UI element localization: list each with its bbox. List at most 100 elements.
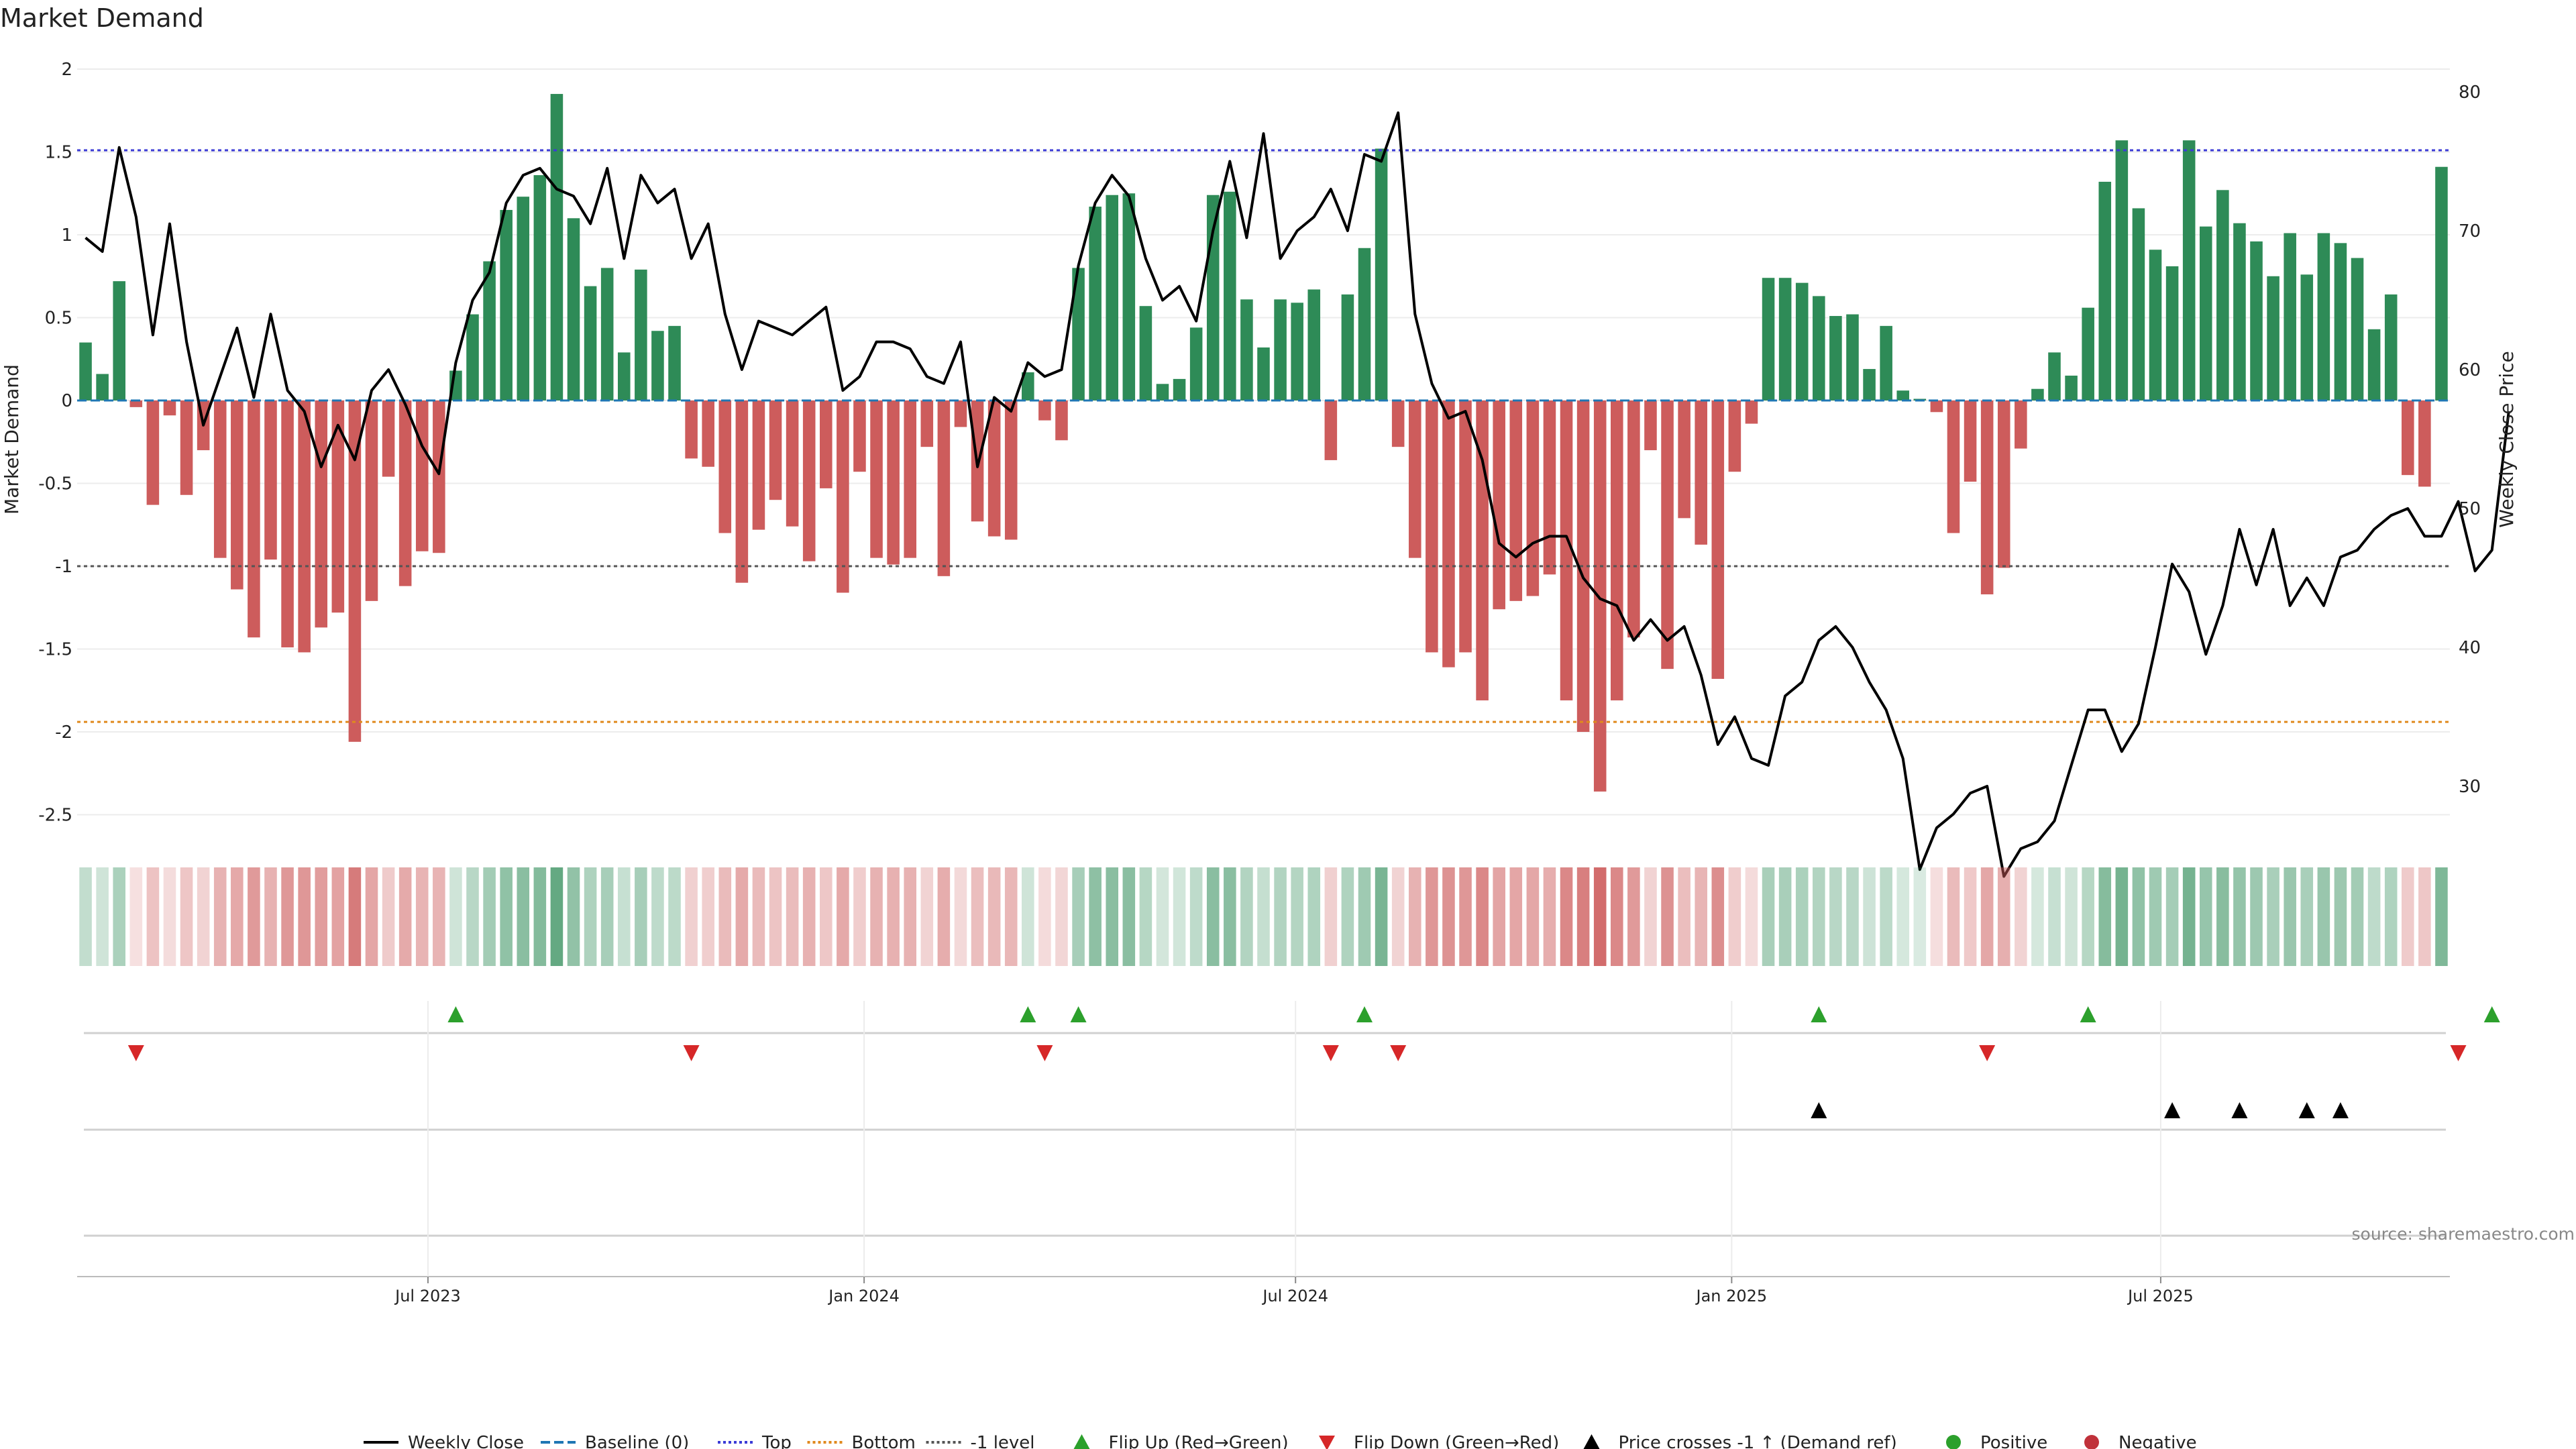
demand-bar <box>1863 369 1876 400</box>
demand-bar <box>163 400 176 416</box>
demand-bar <box>769 400 782 500</box>
demand-bar <box>2149 250 2162 400</box>
heat-cell <box>1661 867 1674 966</box>
demand-bar <box>920 400 934 447</box>
heat-cell <box>887 867 900 966</box>
heat-cell <box>1391 867 1405 966</box>
y-axis-label: Market Demand <box>1 364 23 515</box>
chart-title: Market Demand <box>0 3 204 33</box>
flip-up-marker <box>1811 1006 1827 1022</box>
x-tick-label: Jul 2024 <box>1261 1287 1328 1305</box>
heat-cell <box>281 867 294 966</box>
heat-cell <box>264 867 277 966</box>
heat-cell <box>1560 867 1573 966</box>
demand-bar <box>954 400 967 427</box>
heat-cell <box>2149 867 2162 966</box>
demand-bar <box>113 281 125 400</box>
demand-bar <box>1745 400 1758 424</box>
demand-bar <box>1426 400 1438 653</box>
demand-bar <box>2132 208 2145 400</box>
y-tick-label: -2.5 <box>38 806 72 826</box>
flip-down-marker <box>1390 1045 1407 1061</box>
demand-bar <box>2351 258 2364 400</box>
heat-cell <box>1576 867 1590 966</box>
heat-cell <box>1022 867 1034 966</box>
heat-cell <box>1206 867 1220 966</box>
heat-cell <box>315 867 328 966</box>
heat-cell <box>635 867 647 966</box>
heat-cell <box>2300 867 2314 966</box>
demand-bar <box>2300 274 2314 400</box>
heat-cell <box>348 867 362 966</box>
demand-bar <box>786 400 799 527</box>
flip-up-marker <box>1070 1006 1087 1022</box>
demand-bar <box>685 400 698 459</box>
demand-bar <box>1611 400 1623 701</box>
y2-tick-label: 30 <box>2459 777 2481 797</box>
heat-cell <box>1863 867 1876 966</box>
demand-bar <box>1829 316 1842 400</box>
heat-cell <box>331 867 345 966</box>
heat-cell <box>550 867 564 966</box>
demand-bar <box>1493 400 1505 610</box>
x-tick-label: Jul 2025 <box>2127 1287 2194 1305</box>
y2-tick-label: 40 <box>2459 638 2481 658</box>
heat-cell <box>2418 867 2431 966</box>
demand-bar <box>2402 400 2414 476</box>
demand-bar <box>1442 400 1455 667</box>
demand-bar <box>2165 266 2179 400</box>
heat-cell <box>1997 867 2010 966</box>
heat-cell <box>870 867 883 966</box>
demand-bar <box>1341 294 1354 400</box>
heat-cell <box>904 867 916 966</box>
legend-label: Price crosses -1 ↑ (Demand ref) <box>1619 1433 1897 1449</box>
heat-cell <box>954 867 967 966</box>
demand-bar <box>1072 268 1085 400</box>
source-credit: source: sharemaestro.com <box>2352 1224 2575 1244</box>
demand-bar <box>668 325 681 400</box>
demand-bar <box>1324 400 1338 460</box>
demand-bar <box>1947 400 1960 533</box>
heat-cell <box>769 867 782 966</box>
legend-label: Weekly Close <box>408 1433 524 1449</box>
heat-cell <box>668 867 681 966</box>
heat-cell <box>837 867 849 966</box>
heat-cell <box>2015 867 2027 966</box>
heat-cell <box>1493 867 1505 966</box>
demand-bar <box>483 261 496 400</box>
demand-bar <box>820 400 833 488</box>
x-tick-label: Jul 2023 <box>394 1287 461 1305</box>
demand-bar <box>2367 329 2381 400</box>
demand-bar <box>718 400 732 533</box>
heat-cell <box>2182 867 2196 966</box>
demand-bar <box>1375 148 1388 400</box>
demand-bar <box>1560 400 1573 701</box>
demand-bar <box>567 218 580 400</box>
demand-bar <box>1089 207 1102 400</box>
heat-cell <box>1224 867 1236 966</box>
legend: Weekly Close Baseline (0) Top Bottom -1 leve… <box>364 1433 2197 1449</box>
demand-bar <box>331 400 345 613</box>
heat-cell <box>1426 867 1438 966</box>
heat-cell <box>180 867 193 966</box>
demand-bar <box>1156 384 1169 400</box>
heat-cell <box>415 867 429 966</box>
heat-cell <box>1156 867 1169 966</box>
heat-cell <box>197 867 210 966</box>
heat-cell <box>483 867 496 966</box>
heat-cell <box>786 867 799 966</box>
y-tick-label: -2 <box>55 722 72 743</box>
demand-bar <box>315 400 328 628</box>
price-cross-marker <box>2164 1102 2181 1118</box>
demand-bar <box>550 94 564 401</box>
heat-cell <box>987 867 1001 966</box>
heat-cell <box>1358 867 1371 966</box>
y2-tick-label: 60 <box>2459 360 2481 380</box>
demand-bar <box>987 400 1001 537</box>
demand-bar <box>1509 400 1523 601</box>
legend-label: Top <box>761 1433 792 1449</box>
flip-up-marker <box>2483 1006 2500 1022</box>
heat-cell <box>2334 867 2347 966</box>
demand-bar <box>1576 400 1590 732</box>
